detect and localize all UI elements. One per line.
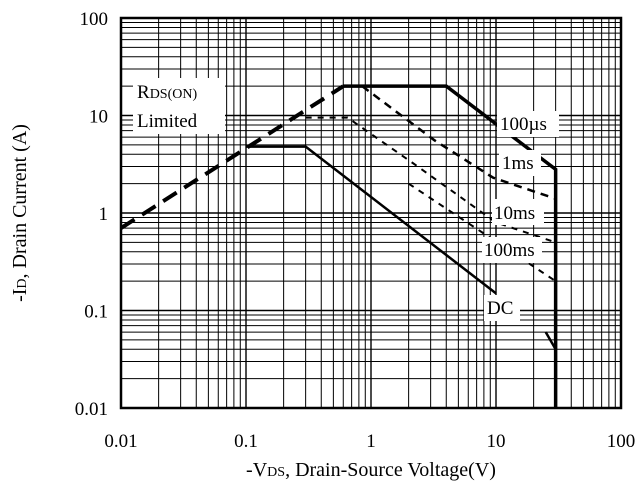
y-tick-label: 100 xyxy=(80,9,109,30)
x-tick-label: 0.1 xyxy=(234,431,258,452)
label-dc-bg xyxy=(484,295,520,321)
y-tick-label: 1 xyxy=(99,204,109,225)
series-line-6 xyxy=(246,145,497,295)
series-lines xyxy=(119,84,558,408)
label-100ms: 100ms xyxy=(484,240,535,261)
series-line-4 xyxy=(305,116,557,408)
y-tick-label: 0.01 xyxy=(75,399,108,420)
y-axis-title: -ID, Drain Current (A) xyxy=(9,124,31,302)
plot-frame xyxy=(119,16,623,410)
y-tick-label: 0.1 xyxy=(84,302,108,323)
x-tick-label: 1 xyxy=(366,431,376,452)
label-100ms-bg xyxy=(482,237,542,263)
label-10ms-bg xyxy=(492,199,544,225)
x-tick-label: 100 xyxy=(607,431,636,452)
rds-label-line2: Limited xyxy=(137,111,198,132)
y-tick-label: 10 xyxy=(89,107,108,128)
label-dc: DC xyxy=(487,298,513,319)
series-line-1 xyxy=(119,84,345,230)
series-line-7 xyxy=(544,331,557,408)
label-1ms-bg xyxy=(499,150,541,176)
x-tick-label: 0.01 xyxy=(104,431,137,452)
x-axis-title: -VDS, Drain-Source Voltage(V) xyxy=(246,459,496,481)
rds-label-bg xyxy=(133,78,225,134)
x-tick-label: 10 xyxy=(487,431,506,452)
tick-labels: 0.01 0.1 1 10 100 0.01 0.1 1 10 100 xyxy=(75,9,636,452)
label-1ms: 1ms xyxy=(502,153,534,174)
label-100us-bg xyxy=(497,111,559,137)
label-100us: 100µs xyxy=(500,114,547,135)
rds-label-line1: RDS(ON) xyxy=(137,82,197,103)
grid xyxy=(121,18,621,408)
label-10ms: 10ms xyxy=(494,203,535,224)
